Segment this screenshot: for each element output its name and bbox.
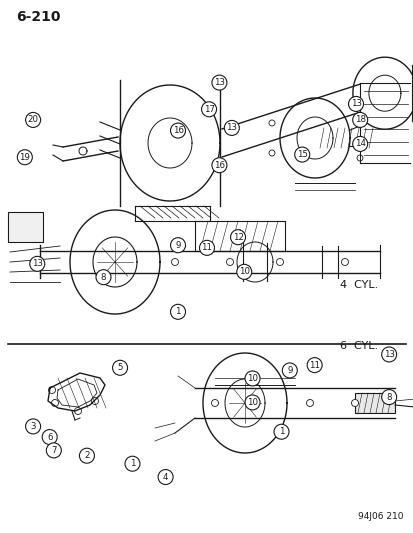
Circle shape <box>306 400 313 407</box>
Circle shape <box>381 390 396 405</box>
Circle shape <box>48 386 55 393</box>
Text: 1: 1 <box>175 308 180 316</box>
Text: 4  CYL.: 4 CYL. <box>339 280 377 290</box>
Circle shape <box>268 150 274 156</box>
Text: 15: 15 <box>296 150 307 159</box>
Text: 13: 13 <box>226 124 237 132</box>
Circle shape <box>170 238 185 253</box>
Circle shape <box>236 264 251 279</box>
Text: 16: 16 <box>214 161 224 169</box>
Circle shape <box>170 304 185 319</box>
Circle shape <box>341 259 348 265</box>
Circle shape <box>356 115 362 121</box>
Circle shape <box>211 75 226 90</box>
Text: 9: 9 <box>175 241 180 249</box>
Circle shape <box>74 408 81 415</box>
Text: 17: 17 <box>203 105 214 114</box>
Text: 94J06 210: 94J06 210 <box>358 512 403 521</box>
Circle shape <box>170 123 185 138</box>
Circle shape <box>91 398 98 405</box>
Circle shape <box>211 400 218 407</box>
Circle shape <box>112 360 127 375</box>
Circle shape <box>356 155 362 161</box>
Circle shape <box>224 120 239 135</box>
Text: 4: 4 <box>162 473 168 481</box>
Text: 18: 18 <box>354 116 365 124</box>
Circle shape <box>199 240 214 255</box>
Text: 12: 12 <box>232 233 243 241</box>
Text: 9: 9 <box>287 366 292 375</box>
Text: 10: 10 <box>247 398 257 407</box>
Text: 16: 16 <box>172 126 183 135</box>
Text: 13: 13 <box>214 78 224 87</box>
Text: 5: 5 <box>117 364 123 372</box>
Circle shape <box>96 270 111 285</box>
Text: 19: 19 <box>19 153 30 161</box>
Text: 10: 10 <box>238 268 249 276</box>
Text: 11: 11 <box>309 361 319 369</box>
FancyBboxPatch shape <box>354 393 394 413</box>
Circle shape <box>273 424 288 439</box>
Circle shape <box>381 347 396 362</box>
Text: 1: 1 <box>278 427 284 436</box>
Circle shape <box>294 147 309 162</box>
Circle shape <box>230 230 245 245</box>
Circle shape <box>30 256 45 271</box>
Text: 6: 6 <box>47 433 52 441</box>
Circle shape <box>226 259 233 265</box>
Circle shape <box>201 102 216 117</box>
Circle shape <box>26 419 40 434</box>
Circle shape <box>351 400 358 407</box>
Text: 13: 13 <box>350 100 361 108</box>
Circle shape <box>51 400 58 407</box>
Text: 11: 11 <box>201 244 212 252</box>
Circle shape <box>306 358 321 373</box>
Text: 2: 2 <box>84 451 90 460</box>
Text: 1: 1 <box>129 459 135 468</box>
Circle shape <box>244 395 259 410</box>
Circle shape <box>276 259 283 265</box>
Text: 13: 13 <box>32 260 43 268</box>
Circle shape <box>211 158 226 173</box>
Text: 7: 7 <box>51 446 57 455</box>
Circle shape <box>17 150 32 165</box>
Circle shape <box>125 456 140 471</box>
Text: 3: 3 <box>30 422 36 431</box>
Circle shape <box>352 136 367 151</box>
Circle shape <box>79 448 94 463</box>
FancyBboxPatch shape <box>8 212 43 242</box>
Text: 20: 20 <box>28 116 38 124</box>
Circle shape <box>26 112 40 127</box>
Circle shape <box>171 259 178 265</box>
Circle shape <box>352 112 367 127</box>
Circle shape <box>348 96 363 111</box>
Text: 10: 10 <box>247 374 257 383</box>
Text: 6  CYL.: 6 CYL. <box>339 341 377 351</box>
Circle shape <box>46 443 61 458</box>
Text: 6-210: 6-210 <box>16 10 60 24</box>
Circle shape <box>268 120 274 126</box>
Circle shape <box>244 371 259 386</box>
Circle shape <box>42 430 57 445</box>
Text: 14: 14 <box>354 140 365 148</box>
Circle shape <box>282 363 297 378</box>
Circle shape <box>158 470 173 484</box>
Text: 13: 13 <box>383 350 394 359</box>
Text: 8: 8 <box>385 393 391 401</box>
Text: 8: 8 <box>100 273 106 281</box>
